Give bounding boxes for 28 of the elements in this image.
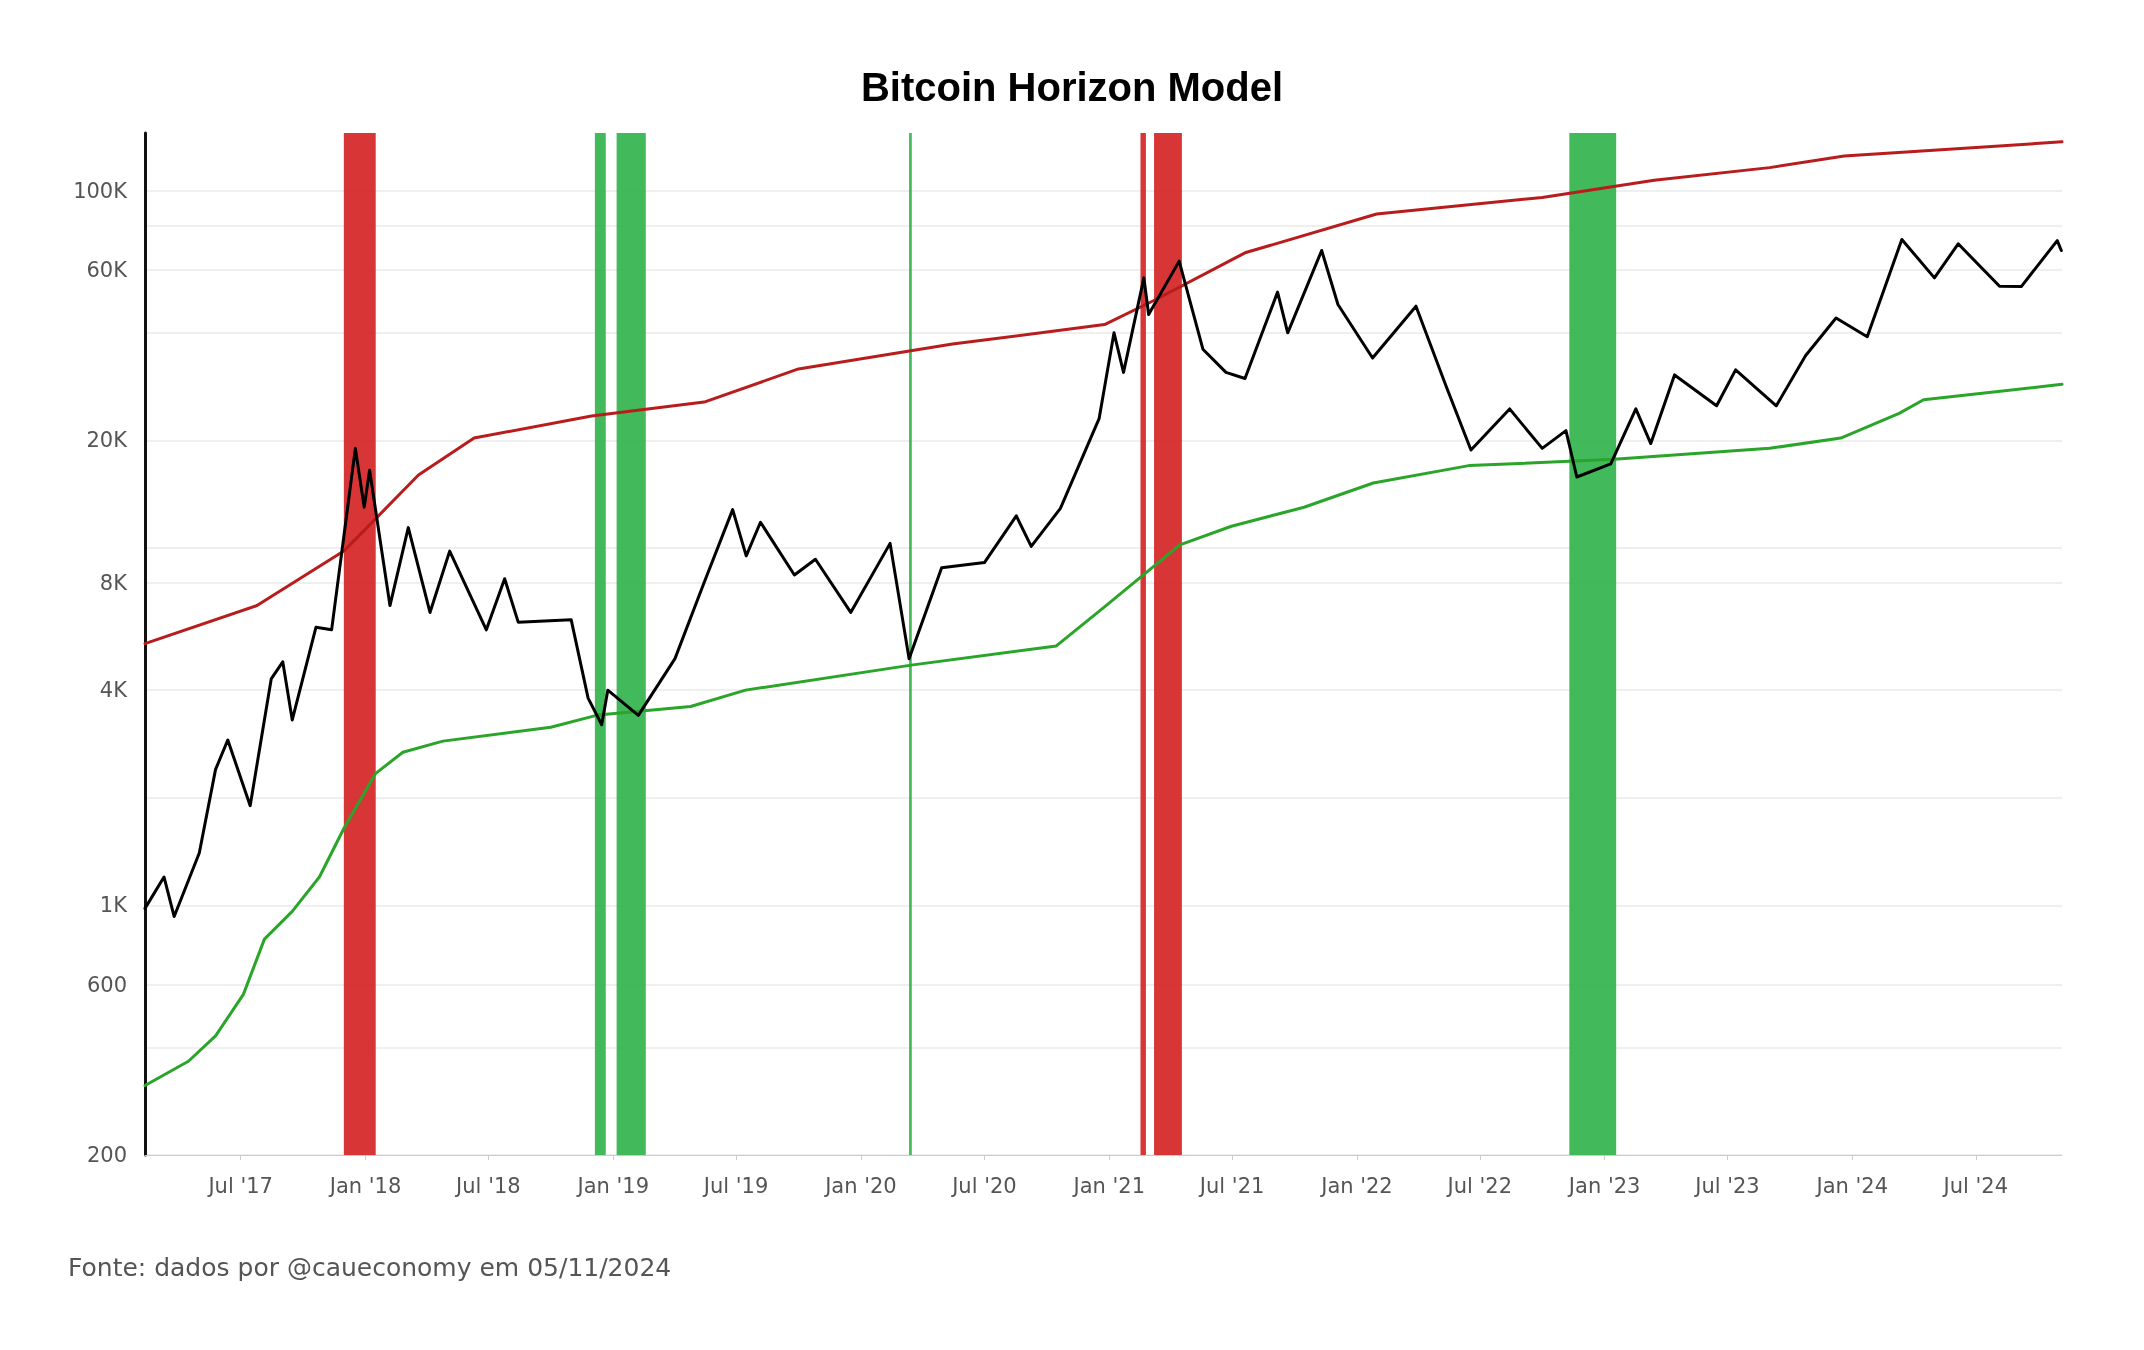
y-tick-label: 4K [99,678,129,703]
x-tick-label: Jul '18 [454,1173,521,1198]
y-tick-label: 100K [73,178,129,203]
line-series [143,237,2063,919]
x-tick-label: Jul '21 [1197,1173,1265,1198]
y-tick-label: 60K [86,257,129,282]
line-series [143,382,2064,1087]
x-tick-label: Jan '24 [1814,1173,1889,1198]
line-series [143,140,2064,646]
x-tick-label: Jan '21 [1071,1173,1146,1198]
chart-title: Bitcoin Horizon Model [860,65,1284,109]
y-tick-label: 8K [99,570,129,595]
y-tick-label: 1K [99,893,129,918]
x-tick-label: Jan '20 [823,1173,897,1198]
x-tick-label: Jul '23 [1693,1173,1760,1198]
x-tick-label: Jan '18 [327,1173,402,1198]
y-tick-label: 20K [86,428,129,453]
y-tick-label: 600 [86,972,127,997]
x-tick-label: Jul '24 [1941,1173,2009,1198]
x-tick-label: Jul '19 [701,1173,769,1198]
x-tick-label: Jan '23 [1566,1173,1641,1198]
source-note: Fonte: dados por @caueconomy em 05/11/2024 [68,1253,672,1282]
x-tick-label: Jan '19 [575,1173,649,1198]
x-tick-label: Jul '22 [1445,1173,1513,1198]
x-tick-label: Jul '17 [206,1173,273,1198]
x-tick-label: Jul '20 [950,1173,1017,1198]
y-tick-label: 200 [86,1143,127,1167]
x-tick-label: Jan '22 [1319,1173,1393,1198]
